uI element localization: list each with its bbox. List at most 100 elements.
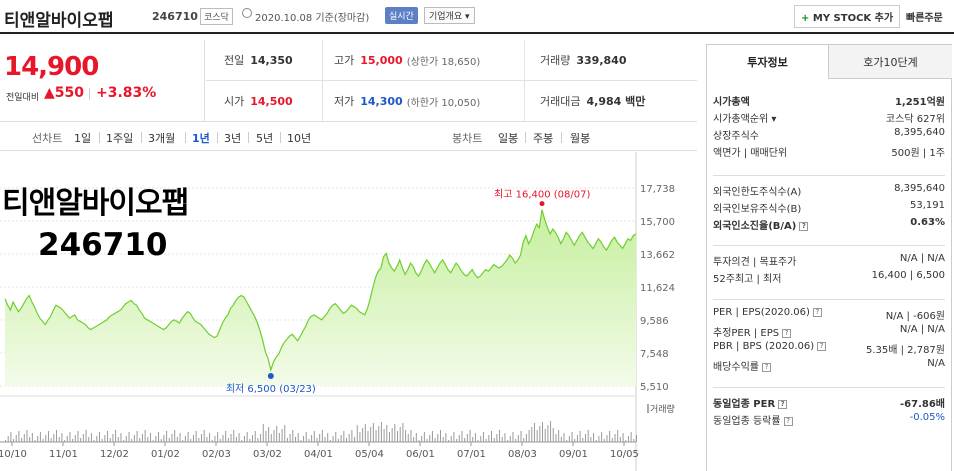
volume-bar: [160, 439, 162, 442]
volume-bar: [284, 425, 286, 442]
volume-bar: [431, 431, 433, 442]
volume-bar: [305, 432, 307, 442]
volume-bar: [184, 436, 186, 442]
volume-bar: [617, 430, 619, 442]
info-key: 시가총액순위 ▾: [713, 114, 777, 125]
info-key: 외국인소진율(B/A)?: [713, 217, 809, 232]
divider: [280, 132, 281, 143]
info-row: PBR | BPS (2020.06)? 5.35배 | 2,787원: [713, 339, 945, 356]
help-icon[interactable]: ?: [817, 342, 827, 351]
quick-order-button[interactable]: 빠른주문: [906, 13, 943, 24]
volume-bar: [531, 427, 533, 442]
candle-tab-daily[interactable]: 일봉: [498, 132, 519, 145]
divider: [89, 88, 90, 100]
period-tab-3y[interactable]: 3년: [224, 132, 242, 145]
volume-bar: [74, 435, 76, 442]
period-tab-10y[interactable]: 10년: [287, 132, 312, 145]
tab-orderbook[interactable]: 호가10단계: [829, 45, 952, 79]
info-key: 외국인한도주식수(A): [713, 187, 802, 198]
volume-bar: [469, 430, 471, 442]
volume-bar: [308, 439, 310, 442]
info-value: N/A | N/A: [899, 324, 945, 335]
amount-value: 4,984 백만: [586, 95, 646, 108]
y-tick-label: 13,662: [640, 250, 675, 261]
volume-bar: [321, 430, 323, 442]
volume-bar: [18, 431, 20, 442]
period-tab-1w[interactable]: 1주일: [106, 132, 134, 145]
info-key: 동일업종 등락률?: [713, 412, 793, 427]
volume-bar: [61, 433, 63, 442]
info-key: 상장주식수: [713, 131, 759, 142]
volume-bar: [219, 439, 221, 442]
volume-bar: [238, 433, 240, 442]
info-row: 외국인보유주식수(B) 53,191: [713, 198, 945, 215]
volume-bar: [442, 437, 444, 442]
divider: [248, 132, 249, 143]
period-tab-1y[interactable]: 1년: [192, 132, 210, 145]
volume-bar: [190, 439, 192, 442]
volume-bar: [356, 425, 358, 442]
period-tab-1d[interactable]: 1일: [74, 132, 92, 145]
volume-bar: [120, 433, 122, 442]
volume-bar: [252, 435, 254, 442]
volume-bar: [606, 435, 608, 442]
help-icon[interactable]: ?: [783, 417, 793, 426]
y-tick-label: 17,738: [640, 184, 675, 195]
volume-bar: [128, 432, 130, 442]
volume-bar: [590, 437, 592, 442]
help-icon[interactable]: ?: [799, 222, 809, 231]
help-icon[interactable]: ?: [812, 308, 822, 317]
y-tick-label: 11,624: [640, 283, 675, 294]
prev-close-cell: 전일 14,350: [224, 40, 293, 80]
divider: [217, 132, 218, 143]
volume-bar: [133, 435, 135, 442]
volume-bar: [337, 439, 339, 442]
realtime-button[interactable]: 실시간: [385, 7, 418, 24]
x-tick-label: 04/01: [304, 449, 333, 460]
volume-label: 거래량: [650, 403, 675, 415]
info-row: 상장주식수 8,395,640: [713, 125, 945, 142]
volume-bar: [399, 427, 401, 442]
volume-bar: [47, 431, 49, 442]
volume-bar: [439, 430, 441, 442]
help-icon[interactable]: ?: [762, 363, 771, 372]
volume-bar: [117, 437, 119, 442]
volume-bar: [474, 433, 476, 442]
volume-bar: [319, 434, 321, 442]
x-tick-label: 08/03: [508, 449, 537, 460]
volume-bar: [407, 434, 409, 442]
volume-bar: [598, 436, 600, 442]
volume-bar: [488, 435, 490, 442]
candle-tab-monthly[interactable]: 월봉: [570, 132, 591, 145]
info-key: 시가총액: [713, 97, 750, 108]
volume-bar: [584, 434, 586, 442]
amount-cell: 거래대금 4,984 백만: [540, 81, 645, 121]
vs-prev-label: 전일대비: [6, 93, 40, 103]
open-value: 14,500: [250, 94, 293, 108]
info-value: N/A: [927, 358, 945, 369]
volume-bar: [262, 424, 264, 442]
period-tab-5y[interactable]: 5년: [256, 132, 274, 145]
volume-bar: [504, 433, 506, 442]
tab-investment-info[interactable]: 투자정보: [707, 45, 829, 79]
help-icon[interactable]: ?: [782, 329, 792, 338]
volume-bar: [523, 438, 525, 442]
period-tab-3m[interactable]: 3개월: [148, 132, 176, 145]
volume-bar: [273, 430, 275, 442]
volume-bar: [90, 433, 92, 442]
volume-bar: [53, 434, 55, 442]
volume-bar: [311, 435, 313, 442]
divider: [713, 175, 945, 176]
volume-bar: [206, 437, 208, 442]
x-tick-label: 03/02: [253, 449, 282, 460]
candle-tab-weekly[interactable]: 주봉: [533, 132, 554, 145]
high-marker: [539, 201, 545, 207]
add-my-stock-button[interactable]: + MY STOCK 추가: [794, 5, 901, 28]
company-overview-dropdown[interactable]: 기업개요 ▾: [424, 7, 475, 24]
volume-bar: [227, 438, 229, 442]
volume-bar: [482, 432, 484, 442]
volume-bar: [378, 426, 380, 442]
volume-bar: [619, 437, 621, 442]
stock-name: 티앤알바이오팹: [4, 11, 114, 31]
help-icon[interactable]: ?: [778, 400, 788, 409]
